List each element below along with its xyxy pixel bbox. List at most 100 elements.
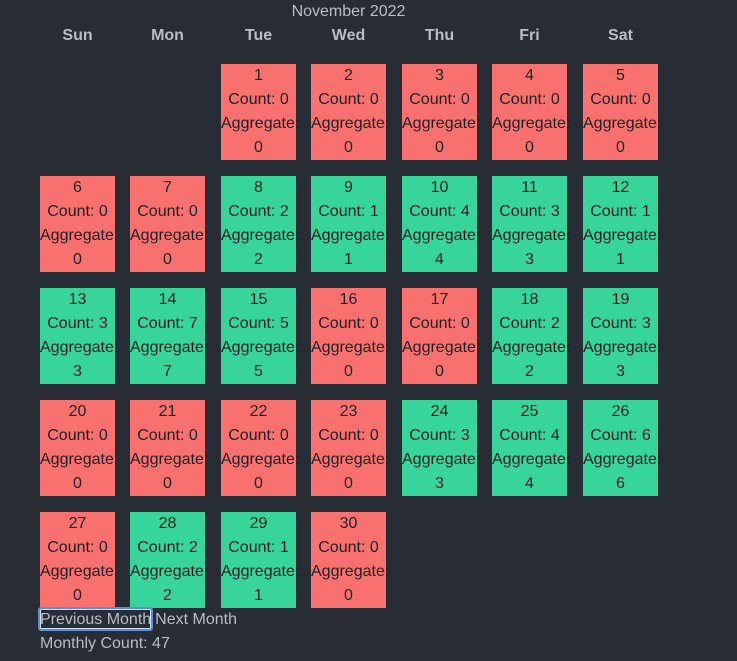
day-cell: 18 Count: 2 Aggregate: 2: [492, 288, 571, 384]
day-aggregate-value: 3: [525, 251, 534, 268]
day-aggregate-value: 1: [344, 251, 353, 268]
day-number: 1: [254, 67, 263, 84]
day-count: Count: 0: [47, 539, 108, 556]
weekday-wed: Wed: [331, 27, 366, 44]
day-number: 2: [344, 67, 353, 84]
day-number: 12: [611, 179, 630, 196]
day-aggregate-label: Aggregate:: [492, 115, 571, 132]
day-aggregate-label: Aggregate:: [492, 227, 571, 244]
day-count: Count: 0: [137, 203, 198, 220]
day-aggregate-label: Aggregate:: [311, 563, 390, 580]
day-cell: 9 Count: 1 Aggregate: 1: [311, 176, 390, 272]
day-number: 30: [339, 515, 358, 532]
day-cell: 8 Count: 2 Aggregate: 2: [221, 176, 300, 272]
day-aggregate-value: 0: [344, 363, 353, 380]
day-count: Count: 0: [318, 315, 379, 332]
day-count: Count: 2: [137, 539, 198, 556]
day-number: 26: [611, 403, 630, 420]
day-aggregate-label: Aggregate:: [130, 451, 209, 468]
day-aggregate-value: 0: [73, 475, 82, 492]
day-count: Count: 1: [318, 203, 379, 220]
day-cell: 10 Count: 4 Aggregate: 4: [402, 176, 480, 272]
day-count: Count: 0: [228, 427, 289, 444]
day-number: 28: [158, 515, 177, 532]
day-aggregate-label: Aggregate:: [130, 563, 209, 580]
day-aggregate-value: 2: [254, 251, 263, 268]
day-aggregate-label: Aggregate:: [583, 227, 662, 244]
day-aggregate-value: 0: [163, 475, 172, 492]
day-number: 17: [430, 291, 449, 308]
day-aggregate-label: Aggregate:: [402, 115, 481, 132]
day-aggregate-label: Aggregate:: [402, 339, 481, 356]
day-cell: 14 Count: 7 Aggregate: 7: [130, 288, 208, 384]
day-count: Count: 3: [590, 315, 651, 332]
day-aggregate-label: Aggregate:: [40, 227, 119, 244]
day-count: Count: 4: [409, 203, 470, 220]
day-aggregate-label: Aggregate:: [40, 563, 119, 580]
day-cell: 30 Count: 0 Aggregate: 0: [311, 512, 390, 608]
day-aggregate-label: Aggregate:: [583, 451, 662, 468]
day-number: 22: [249, 403, 268, 420]
day-number: 24: [430, 403, 449, 420]
day-cell: 3 Count: 0 Aggregate: 0: [402, 64, 481, 160]
next-month-button[interactable]: Next Month: [153, 607, 239, 631]
day-aggregate-value: 3: [73, 363, 82, 380]
day-count: Count: 3: [409, 427, 470, 444]
day-number: 19: [611, 291, 630, 308]
day-aggregate-label: Aggregate:: [221, 339, 300, 356]
weekday-header: Sun Mon Tue Wed Thu Fri Sat: [0, 27, 737, 47]
day-cell: 25 Count: 4 Aggregate: 4: [492, 400, 570, 496]
day-count: Count: 0: [318, 539, 379, 556]
day-aggregate-label: Aggregate:: [221, 227, 300, 244]
month-title: November 2022: [291, 3, 406, 20]
day-number: 23: [339, 403, 358, 420]
day-aggregate-label: Aggregate:: [221, 451, 300, 468]
weekday-tue: Tue: [244, 27, 273, 44]
day-aggregate-label: Aggregate:: [221, 115, 300, 132]
day-number: 9: [344, 179, 353, 196]
day-aggregate-value: 0: [254, 139, 263, 156]
day-count: Count: 1: [228, 539, 289, 556]
day-number: 11: [521, 179, 538, 196]
weekday-fri: Fri: [519, 27, 540, 44]
day-number: 7: [163, 179, 172, 196]
previous-month-button[interactable]: Previous Month: [38, 607, 154, 631]
day-cell: 7 Count: 0 Aggregate: 0: [130, 176, 209, 272]
day-number: 21: [158, 403, 177, 420]
day-aggregate-label: Aggregate:: [311, 227, 390, 244]
day-aggregate-value: 4: [525, 475, 534, 492]
day-aggregate-value: 3: [435, 475, 444, 492]
day-count: Count: 0: [409, 315, 470, 332]
day-cell: 4 Count: 0 Aggregate: 0: [492, 64, 571, 160]
day-number: 27: [68, 515, 87, 532]
day-aggregate-label: Aggregate:: [40, 339, 119, 356]
day-number: 25: [520, 403, 539, 420]
day-aggregate-label: Aggregate:: [583, 115, 662, 132]
day-aggregate-label: Aggregate:: [492, 339, 571, 356]
day-count: Count: 3: [499, 203, 560, 220]
day-number: 15: [249, 291, 268, 308]
day-count: Count: 5: [228, 315, 289, 332]
day-count: Count: 0: [318, 91, 379, 108]
day-number: 18: [520, 291, 539, 308]
calendar-grid: 1 Count: 0 Aggregate: 0 2 Count: 0 Aggregate: 0…: [40, 64, 662, 608]
day-number: 20: [68, 403, 87, 420]
day-number: 14: [158, 291, 177, 308]
day-aggregate-label: Aggregate:: [583, 339, 662, 356]
day-aggregate-value: 0: [525, 139, 534, 156]
day-aggregate-label: Aggregate:: [130, 227, 209, 244]
day-aggregate-value: 0: [344, 139, 353, 156]
day-number: 6: [73, 179, 82, 196]
weekday-sat: Sat: [608, 27, 633, 44]
day-aggregate-label: Aggregate:: [221, 563, 300, 580]
day-cell: 22 Count: 0 Aggregate: 0: [221, 400, 300, 496]
day-aggregate-value: 0: [254, 475, 263, 492]
day-aggregate-label: Aggregate:: [40, 451, 119, 468]
day-cell: 1 Count: 0 Aggregate: 0: [221, 64, 300, 160]
day-aggregate-value: 3: [616, 363, 625, 380]
weekday-thu: Thu: [424, 27, 455, 44]
day-aggregate-value: 0: [163, 251, 172, 268]
day-number: 8: [254, 179, 263, 196]
day-count: Count: 0: [590, 91, 651, 108]
day-count: Count: 4: [499, 427, 560, 444]
